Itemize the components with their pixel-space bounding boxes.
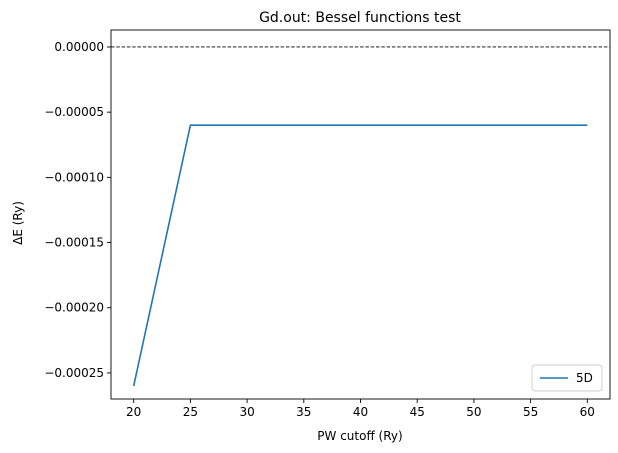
y-tick-label: −0.00020: [44, 301, 104, 315]
y-tick-label: −0.00015: [44, 236, 104, 250]
x-tick-label: 60: [580, 405, 595, 419]
y-axis: 0.00000 −0.00005 −0.00010 −0.00015 −0.00020 −…: [44, 40, 111, 380]
x-axis-label: PW cutoff (Ry): [317, 429, 402, 443]
x-tick-label: 50: [466, 405, 481, 419]
y-tick-label: −0.00025: [44, 366, 104, 380]
series-line-0: [132, 124, 588, 387]
x-tick-label: 20: [126, 405, 141, 419]
y-tick-label: −0.00010: [44, 170, 104, 184]
x-tick-label: 25: [183, 405, 198, 419]
legend: 5D: [531, 364, 603, 392]
legend-label: 5D: [576, 371, 593, 385]
y-tick-label: −0.00005: [44, 105, 104, 119]
x-axis: 20 25 30 35 40 45 50 55 60: [126, 399, 595, 419]
x-tick-label: 35: [296, 405, 311, 419]
y-axis-label: ΔE (Ry): [11, 201, 25, 245]
chart-title: Gd.out: Bessel functions test: [259, 10, 461, 26]
x-tick-label: 55: [523, 405, 538, 419]
y-tick-label: 0.00000: [54, 40, 104, 54]
x-tick-label: 30: [239, 405, 254, 419]
x-tick-label: 40: [353, 405, 368, 419]
x-tick-label: 45: [410, 405, 425, 419]
